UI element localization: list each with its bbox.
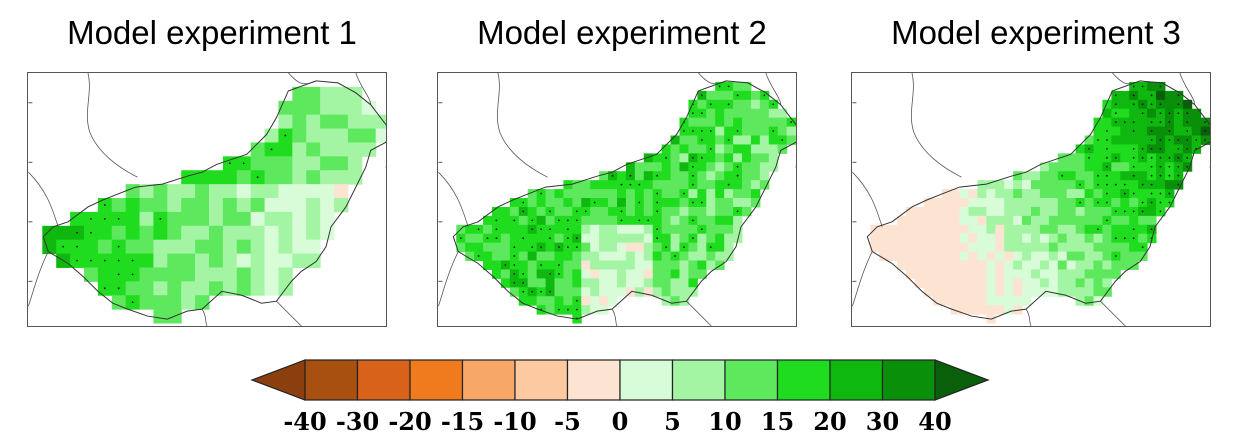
colorbar-swatch — [829, 359, 884, 401]
colorbar-swatch — [461, 359, 516, 401]
panel-title: Model experiment 2 — [477, 14, 767, 51]
panel-experiment-3: Model experiment 3 — [851, 0, 1221, 340]
panel-title: Model experiment 1 — [67, 14, 357, 51]
colorbar-tick-label: 15 — [761, 407, 794, 436]
colorbar-tick-label: 20 — [813, 407, 846, 436]
colorbar-tick-label: -10 — [493, 407, 536, 436]
colorbar-swatch — [881, 359, 936, 401]
colorbar-tick-label: -20 — [388, 407, 431, 436]
precipitation-map — [852, 73, 1210, 326]
colorbar-tick-label: 10 — [708, 407, 741, 436]
map-frame — [27, 72, 387, 327]
colorbar-tick-label: 5 — [664, 407, 681, 436]
colorbar-arrow-high — [934, 359, 990, 401]
colorbar-swatch — [724, 359, 779, 401]
colorbar-swatch — [671, 359, 726, 401]
colorbar-arrow-low — [250, 359, 306, 401]
colorbar-swatch — [566, 359, 621, 401]
colorbar-swatch — [619, 359, 674, 401]
colorbar-tick-label: 40 — [918, 407, 951, 436]
colorbar-tick-label: -5 — [554, 407, 581, 436]
colorbar-legend: -40 -30 -20 -15 -10 -5 0 5 10 15 20 30 40 — [250, 352, 995, 442]
panel-experiment-2: Model experiment 2 — [437, 0, 807, 340]
colorbar-tick-label: -40 — [283, 407, 326, 436]
map-frame — [851, 72, 1211, 327]
colorbar-swatch — [776, 359, 831, 401]
colorbar-swatch — [304, 359, 359, 401]
panel-experiment-1: Model experiment 1 — [27, 0, 397, 340]
colorbar-swatch — [356, 359, 411, 401]
colorbar: -40 -30 -20 -15 -10 -5 0 5 10 15 20 30 40 — [250, 359, 990, 436]
colorbar-tick-label: 30 — [866, 407, 899, 436]
colorbar-tick-label: 0 — [612, 407, 629, 436]
precipitation-map — [438, 73, 796, 326]
colorbar-swatch — [514, 359, 569, 401]
panel-title: Model experiment 3 — [891, 14, 1181, 51]
colorbar-tick-label: -15 — [441, 407, 484, 436]
precipitation-map — [28, 73, 386, 326]
map-frame — [437, 72, 797, 327]
colorbar-tick-label: -30 — [336, 407, 379, 436]
colorbar-swatch — [409, 359, 464, 401]
